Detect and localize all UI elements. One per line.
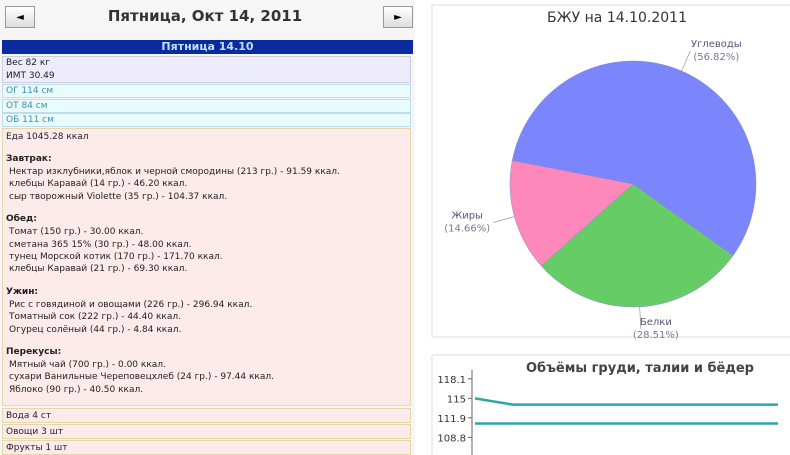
meal-item: сухари Ванильные Череповецхлеб (24 гр.) … (9, 372, 274, 383)
chart-title: Объёмы груди, талии и бёдер (526, 361, 754, 376)
slice-label: Белки (640, 317, 672, 328)
meal-item: Томат (150 гр.) - 30.00 ккал. (9, 227, 144, 238)
food-total: Еда 1045.28 ккал (6, 132, 89, 142)
measure-row: ОБ 111 см (2, 113, 411, 127)
pie-slice (509, 160, 634, 267)
extra-row: Фрукты 1 шт (2, 440, 411, 455)
meal-item: тунец Морской котик (170 гр.) - 171.70 к… (9, 252, 223, 263)
meal-item: Яблоко (90 гр.) - 40.50 ккал. (9, 384, 144, 395)
weight-line: ИМТ 30.49 (6, 70, 55, 81)
y-tick-label: 111.9 (437, 414, 466, 425)
day-bar: Пятница 14.10 (2, 40, 413, 54)
meal-item: Мятный чай (700 гр.) - 0.00 ккал. (9, 360, 166, 371)
chart-title: БЖУ на 14.10.2011 (547, 10, 687, 26)
meal-item: Томатный сок (222 гр.) - 44.40 ккал. (9, 312, 181, 323)
date-title: Пятница, Окт 14, 2011 (107, 7, 303, 25)
meal-name: Перекусы: (6, 347, 62, 358)
series-line (474, 397, 778, 406)
meal-item: Рис с говядиной и овощами (226 гр.) - 29… (9, 299, 253, 310)
weight-box: Вес 82 кг ИМТ 30.49 (2, 56, 411, 83)
y-tick-label: 108.8 (437, 433, 466, 444)
meal-name: Завтрак: (6, 154, 52, 164)
next-button[interactable]: ► (383, 6, 413, 28)
y-tick-label: 118.1 (437, 375, 466, 386)
leader-line (681, 50, 691, 72)
slice-label: Углеводы (691, 39, 742, 50)
leader-line (493, 216, 515, 223)
measure-row: ОТ 84 см (2, 98, 411, 113)
diary-panel: ◄ Пятница, Окт 14, 2011 ► Пятница 14.10 … (2, 6, 413, 455)
meal-name: Обед: (6, 214, 37, 225)
slice-value: (56.82%) (693, 52, 739, 63)
meal-item: сметана 365 15% (30 гр.) - 48.00 ккал. (9, 239, 192, 250)
meal-item: клебцы Каравай (14 гр.) - 46.20 ккал. (9, 179, 188, 190)
meal-name: Ужин: (6, 286, 39, 297)
weight-line: Вес 82 кг (6, 58, 50, 68)
pie-slice (511, 60, 757, 256)
prev-button[interactable]: ◄ (5, 6, 35, 28)
extra-row: Овощи 3 шт (2, 424, 411, 439)
extra-row: Вода 4 ст (2, 408, 411, 423)
food-box: Еда 1045.28 ккал Завтрак: Нектар изклубник… (2, 128, 411, 406)
meal-item: сыр творожный Violette (35 гр.) - 104.37… (9, 191, 228, 202)
meal-item: Огурец солёный (44 гр.) - 4.84 ккал. (9, 324, 182, 335)
leader-line (639, 306, 642, 329)
meal-item: Нектар изклубники,яблок и черной смороди… (9, 167, 340, 177)
slice-value: (14.66%) (444, 223, 490, 234)
measure-row: ОГ 114 см (2, 84, 411, 98)
charts: БЖУ на 14.10.2011 Углеводы (56.82%) Белки (2… (431, 4, 790, 455)
slice-label: Жиры (451, 210, 483, 221)
meal-item: клебцы Каравай (21 гр.) - 69.30 ккал. (9, 264, 188, 275)
slice-value: (28.51%) (633, 330, 679, 341)
y-tick-label: 115 (447, 394, 466, 405)
